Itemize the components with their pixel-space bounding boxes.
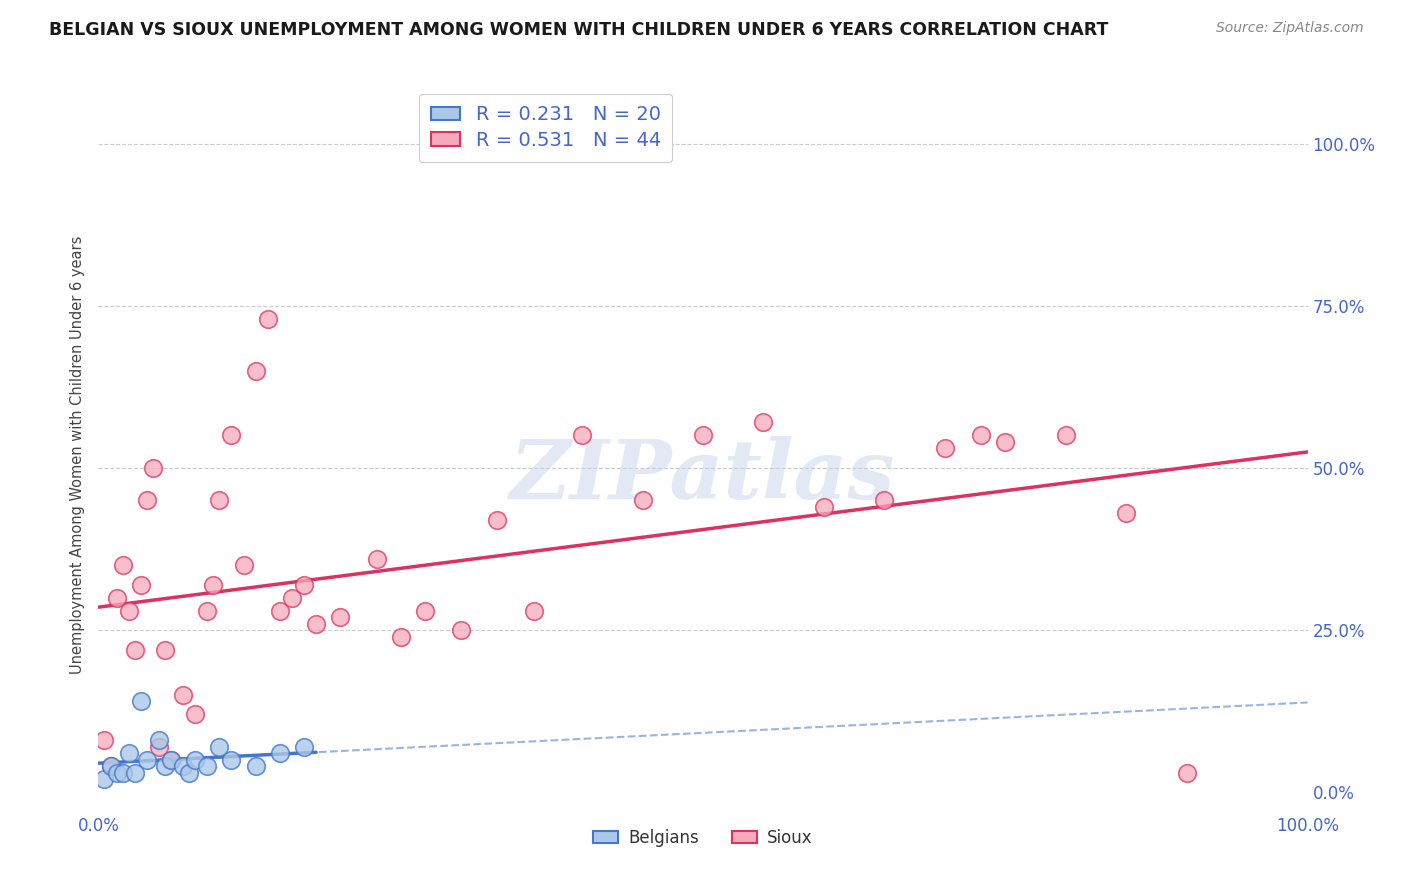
Point [873, 493, 896, 508]
Point [329, 610, 352, 624]
Point [994, 434, 1017, 449]
Point [129, 577, 152, 591]
Point [179, 765, 201, 780]
Point [269, 747, 291, 761]
Point [135, 493, 157, 508]
Point [523, 604, 546, 618]
Point [413, 604, 436, 618]
Point [281, 591, 304, 605]
Point [245, 759, 267, 773]
Point [111, 558, 134, 573]
Point [292, 739, 315, 754]
Point [148, 739, 170, 754]
Point [221, 428, 243, 442]
Point [195, 604, 218, 618]
Point [100, 759, 122, 773]
Point [153, 642, 176, 657]
Point [305, 616, 328, 631]
Point [1175, 765, 1198, 780]
Point [631, 493, 654, 508]
Point [389, 630, 412, 644]
Point [105, 765, 128, 780]
Point [172, 759, 194, 773]
Point [124, 642, 146, 657]
Point [692, 428, 714, 442]
Point [195, 759, 218, 773]
Point [450, 623, 472, 637]
Legend: Belgians, Sioux: Belgians, Sioux [586, 822, 820, 854]
Point [269, 604, 291, 618]
Point [245, 363, 267, 377]
Point [813, 500, 835, 514]
Point [184, 707, 207, 722]
Text: Source: ZipAtlas.com: Source: ZipAtlas.com [1216, 21, 1364, 36]
Point [571, 428, 593, 442]
Point [160, 753, 183, 767]
Point [202, 577, 225, 591]
Text: BELGIAN VS SIOUX UNEMPLOYMENT AMONG WOMEN WITH CHILDREN UNDER 6 YEARS CORRELATIO: BELGIAN VS SIOUX UNEMPLOYMENT AMONG WOME… [49, 21, 1108, 39]
Point [1115, 506, 1137, 520]
Point [184, 753, 207, 767]
Text: ZIPatlas: ZIPatlas [510, 436, 896, 516]
Point [970, 428, 993, 442]
Point [100, 759, 122, 773]
Point [256, 311, 278, 326]
Point [160, 753, 183, 767]
Point [221, 753, 243, 767]
Point [208, 739, 231, 754]
Point [366, 551, 388, 566]
Point [135, 753, 157, 767]
Point [93, 733, 115, 747]
Point [93, 772, 115, 787]
Point [486, 513, 509, 527]
Point [124, 765, 146, 780]
Point [232, 558, 254, 573]
Point [142, 461, 165, 475]
Point [118, 604, 141, 618]
Point [118, 747, 141, 761]
Y-axis label: Unemployment Among Women with Children Under 6 years: Unemployment Among Women with Children U… [69, 235, 84, 674]
Point [292, 577, 315, 591]
Point [105, 591, 128, 605]
Point [148, 733, 170, 747]
Point [153, 759, 176, 773]
Point [752, 416, 775, 430]
Point [111, 765, 134, 780]
Point [129, 694, 152, 708]
Point [208, 493, 231, 508]
Point [934, 442, 956, 456]
Point [1054, 428, 1077, 442]
Point [172, 688, 194, 702]
